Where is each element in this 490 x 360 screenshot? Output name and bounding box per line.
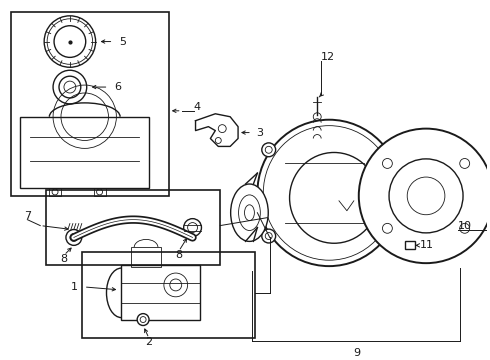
Bar — [46, 190, 220, 265]
Circle shape — [137, 314, 149, 325]
Text: 6: 6 — [114, 82, 122, 92]
Ellipse shape — [231, 184, 268, 242]
Text: 2: 2 — [146, 337, 152, 347]
Bar — [49, 188, 61, 196]
Bar — [405, 242, 415, 249]
Circle shape — [262, 143, 276, 157]
Bar — [82, 252, 255, 338]
Bar — [10, 12, 169, 196]
Text: 12: 12 — [321, 53, 335, 62]
Circle shape — [184, 219, 201, 237]
Bar — [21, 117, 149, 188]
Circle shape — [262, 229, 276, 243]
Circle shape — [383, 143, 396, 157]
Text: 11: 11 — [420, 240, 434, 250]
Bar — [131, 247, 161, 267]
Ellipse shape — [387, 179, 405, 207]
Bar — [122, 265, 200, 320]
Bar — [94, 188, 105, 196]
Text: 9: 9 — [353, 348, 360, 358]
Circle shape — [383, 229, 396, 243]
Text: 4: 4 — [194, 102, 201, 112]
Text: 8: 8 — [60, 254, 68, 264]
Circle shape — [359, 129, 490, 263]
Text: 1: 1 — [71, 282, 77, 292]
Text: 7: 7 — [24, 211, 31, 221]
Text: 10: 10 — [458, 221, 472, 230]
Circle shape — [66, 230, 82, 246]
Text: 3: 3 — [256, 127, 263, 138]
Text: 8: 8 — [175, 250, 182, 260]
Text: 5: 5 — [120, 37, 126, 46]
